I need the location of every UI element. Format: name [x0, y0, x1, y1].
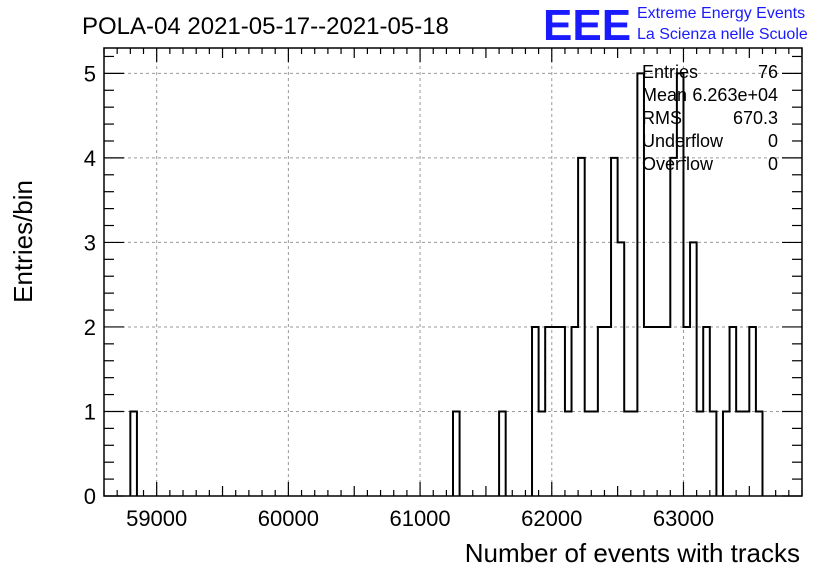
histogram-outline	[129, 72, 764, 496]
histogram-bin	[736, 411, 743, 496]
histogram-bin	[539, 411, 546, 496]
y-tick-label: 2	[84, 315, 96, 340]
histogram-bin	[585, 411, 592, 496]
stats-value: 0	[768, 131, 778, 151]
y-tick-label: 1	[84, 399, 96, 424]
stats-label: RMS	[642, 108, 682, 128]
plot-frame	[103, 47, 803, 497]
x-tick-label: 59000	[126, 506, 187, 531]
x-tick-label: 63000	[653, 506, 714, 531]
x-tick-label: 61000	[389, 506, 450, 531]
y-tick-label: 0	[84, 484, 96, 509]
histogram-bin	[624, 411, 631, 496]
eee-logo: EEE Extreme Energy Events La Scienza nel…	[543, 1, 808, 50]
histogram-bin	[631, 411, 638, 496]
y-tick-label: 5	[84, 61, 96, 86]
tick-labels: 59000 60000 61000 62000 63000 0 1 2 3 4 5	[84, 61, 714, 531]
logo-mark: EEE	[543, 1, 631, 50]
y-tick-label: 3	[84, 230, 96, 255]
stats-label: Mean	[642, 85, 687, 105]
logo-line2: La Scienza nelle Scuole	[637, 26, 808, 43]
logo-line1: Extreme Energy Events	[637, 5, 805, 22]
stats-value: 0	[768, 154, 778, 174]
histogram-bin	[591, 411, 598, 496]
histogram-bin	[565, 411, 572, 496]
stats-value: 6.263e+04	[692, 85, 778, 105]
chart-title: POLA-04 2021-05-17--2021-05-18	[82, 13, 449, 40]
stats-value: 670.3	[733, 108, 778, 128]
y-tick-label: 4	[84, 146, 96, 171]
y-axis-label: Entries/bin	[8, 180, 38, 303]
stats-value: 76	[758, 62, 778, 82]
histogram-bin	[743, 411, 750, 496]
x-tick-label: 60000	[258, 506, 319, 531]
stats-label: Entries	[642, 62, 698, 82]
stats-box: Entries 76 Mean 6.263e+04 RMS 670.3 Underflow 0…	[642, 62, 778, 174]
x-axis-label: Number of events with tracks	[465, 538, 800, 568]
x-tick-label: 62000	[521, 506, 582, 531]
stats-label: Overflow	[642, 154, 714, 174]
histogram-bin	[697, 411, 704, 496]
stats-label: Underflow	[642, 131, 724, 151]
